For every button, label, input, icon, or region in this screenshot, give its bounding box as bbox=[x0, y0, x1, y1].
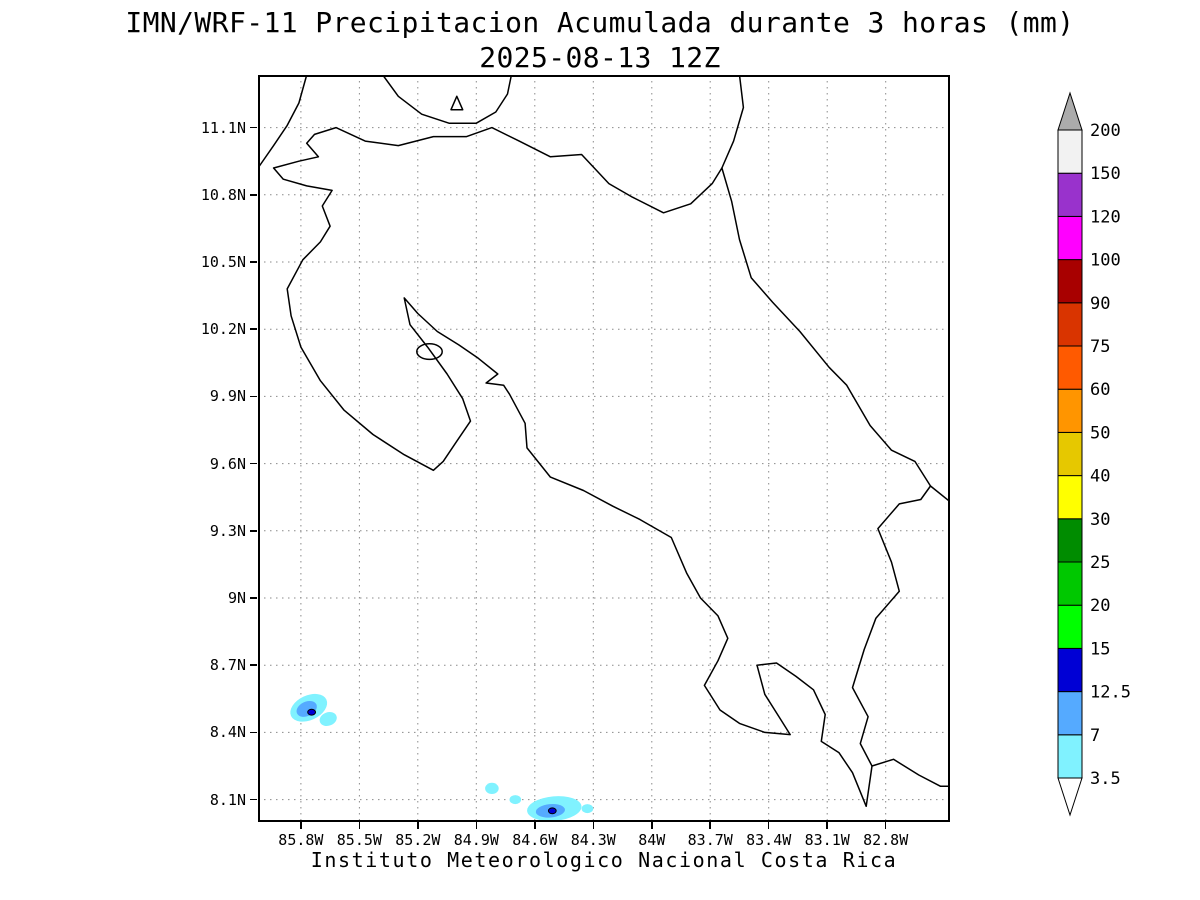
lat-tick-label: 10.2N bbox=[200, 320, 246, 339]
lon-tick-mark bbox=[767, 822, 770, 829]
lat-tick-mark bbox=[250, 597, 257, 599]
colorbar-band bbox=[1057, 647, 1083, 693]
colorbar-level-label: 25 bbox=[1090, 553, 1110, 573]
lon-tick-mark bbox=[417, 822, 419, 829]
colorbar-under-arrow bbox=[1057, 777, 1083, 817]
lat-tick-mark bbox=[250, 328, 257, 330]
colorbar-level-label: 40 bbox=[1090, 467, 1110, 487]
colorbar-level-label: 7 bbox=[1090, 726, 1100, 746]
colorbar-level-label: 50 bbox=[1090, 423, 1110, 443]
colorbar-band bbox=[1057, 259, 1083, 304]
lon-tick-label: 83.7W bbox=[687, 831, 733, 849]
map-canvas bbox=[258, 75, 950, 822]
lon-tick-label: 84.3W bbox=[570, 831, 616, 849]
map-frame bbox=[258, 75, 950, 822]
colorbar-level-label: 200 bbox=[1090, 121, 1121, 141]
lon-tick-mark bbox=[300, 822, 302, 829]
lat-tick-mark bbox=[250, 462, 257, 465]
lat-tick-mark bbox=[250, 395, 257, 398]
lon-tick-mark bbox=[826, 822, 828, 829]
lat-tick-label: 8.4N bbox=[209, 723, 246, 742]
precip-cell bbox=[581, 804, 594, 814]
colorbar-band bbox=[1057, 302, 1083, 347]
lon-tick-mark bbox=[709, 822, 711, 829]
lat-tick-mark bbox=[250, 798, 257, 801]
panama-caribbean-coastline bbox=[929, 485, 950, 503]
lon-tick-label: 83.1W bbox=[804, 831, 850, 849]
colorbar-band bbox=[1057, 518, 1083, 563]
colorbar-band bbox=[1057, 172, 1083, 217]
colorbar-band bbox=[1057, 431, 1083, 477]
lat-tick-mark bbox=[250, 194, 257, 196]
lon-tick-mark bbox=[358, 822, 361, 829]
nicaragua-pacific-coastline bbox=[258, 75, 308, 169]
colorbar-band bbox=[1057, 215, 1083, 261]
panama-pacific-coastline bbox=[871, 758, 950, 787]
solentiname-island-outline bbox=[450, 95, 464, 111]
lat-tick-label: 9.9N bbox=[209, 387, 246, 406]
nicaragua-caribbean-coastline bbox=[721, 75, 745, 169]
colorbar-level-label: 3.5 bbox=[1090, 769, 1121, 789]
colorbar-level-label: 20 bbox=[1090, 596, 1110, 616]
colorbar-level-label: 100 bbox=[1090, 251, 1121, 271]
colorbar-level-label: 120 bbox=[1090, 207, 1121, 227]
colorbar-level-label: 150 bbox=[1090, 164, 1121, 184]
colorbar-band bbox=[1057, 734, 1083, 779]
colorbar-level-label: 60 bbox=[1090, 380, 1110, 400]
lat-tick-label: 8.1N bbox=[209, 790, 246, 809]
precip-cell bbox=[485, 782, 499, 795]
lat-tick-mark bbox=[250, 731, 257, 734]
colorbar-band bbox=[1057, 691, 1083, 736]
lon-tick-mark bbox=[592, 822, 595, 829]
lat-tick-mark bbox=[250, 530, 257, 532]
precip-cell bbox=[547, 807, 557, 815]
lon-tick-label: 84.9W bbox=[453, 831, 499, 849]
lat-tick-label: 9.3N bbox=[209, 521, 246, 540]
colorbar-band bbox=[1057, 388, 1083, 433]
lon-tick-label: 84.6W bbox=[512, 831, 558, 849]
colorbar-level-label: 12.5 bbox=[1090, 683, 1131, 703]
lon-tick-mark bbox=[651, 822, 653, 829]
lon-tick-label: 83.4W bbox=[746, 831, 792, 849]
lat-tick-label: 9.6N bbox=[209, 454, 246, 473]
lon-tick-mark bbox=[475, 822, 478, 829]
colorbar-band bbox=[1057, 604, 1083, 649]
colorbar-level-label: 30 bbox=[1090, 510, 1110, 530]
colorbar-band bbox=[1057, 129, 1083, 174]
lat-tick-label: 11.1N bbox=[200, 118, 246, 137]
lat-tick-mark bbox=[250, 261, 257, 263]
lon-tick-label: 85.8W bbox=[278, 831, 324, 849]
lake-nicaragua-shoreline bbox=[382, 75, 513, 124]
colorbar-band bbox=[1057, 345, 1083, 390]
colorbar-band bbox=[1057, 561, 1083, 606]
lon-tick-label: 85.5W bbox=[336, 831, 382, 849]
lat-tick-mark bbox=[250, 126, 257, 129]
lon-tick-label: 82.8W bbox=[863, 831, 909, 849]
lat-tick-label: 9N bbox=[227, 589, 246, 607]
map-subtitle: 2025-08-13 12Z bbox=[479, 41, 721, 74]
costa-rica-coastline bbox=[272, 126, 932, 808]
colorbar-level-label: 15 bbox=[1090, 639, 1110, 659]
title-block: IMN/WRF-11 Precipitacion Acumulada duran… bbox=[0, 6, 1200, 74]
colorbar-level-label: 75 bbox=[1090, 337, 1110, 357]
lon-tick-label: 85.2W bbox=[395, 831, 441, 849]
chira-island-outline bbox=[416, 343, 443, 361]
colorbar-band bbox=[1057, 475, 1083, 520]
lat-tick-label: 10.8N bbox=[200, 185, 246, 204]
lon-tick-mark bbox=[534, 822, 536, 829]
precip-cell bbox=[307, 708, 316, 716]
colorbar-level-label: 90 bbox=[1090, 294, 1110, 314]
precip-cell bbox=[319, 712, 337, 726]
colorbar-over-arrow bbox=[1057, 91, 1083, 131]
colorbar: 3.5 7 12.5 15 20 25 30 40 50 60 75 90 100 120 150 200 bbox=[1057, 91, 1131, 817]
lat-tick-mark bbox=[250, 664, 257, 666]
attribution-text: Instituto Meteorologico Nacional Costa R… bbox=[310, 848, 898, 872]
lat-tick-label: 10.5N bbox=[200, 253, 246, 272]
lon-tick-mark bbox=[884, 822, 887, 829]
map-title: IMN/WRF-11 Precipitacion Acumulada duran… bbox=[125, 6, 1075, 39]
lat-tick-label: 8.7N bbox=[209, 656, 246, 675]
precip-cell bbox=[509, 795, 522, 805]
lon-tick-label: 84W bbox=[638, 831, 666, 849]
